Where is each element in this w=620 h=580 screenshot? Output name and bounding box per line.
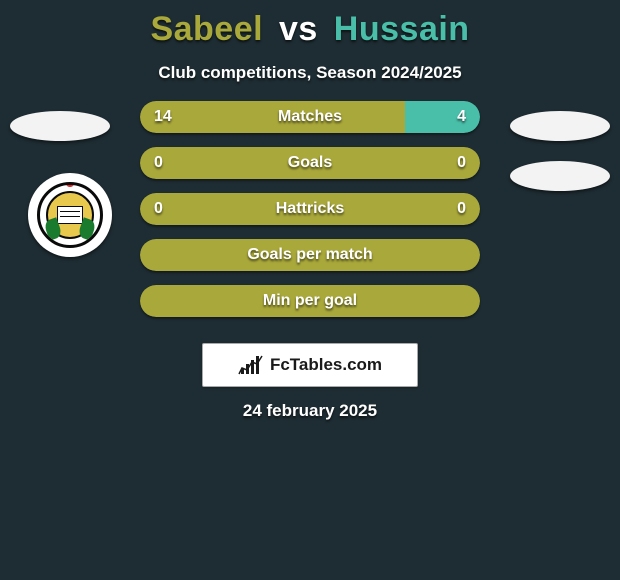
- stat-fill-left: [140, 147, 480, 179]
- right-ellipse-1: [510, 111, 610, 141]
- page-title: Sabeel vs Hussain: [0, 0, 620, 49]
- footer-date: 24 february 2025: [0, 401, 620, 421]
- stat-row: 144Matches: [140, 101, 480, 133]
- right-ellipse-2: [510, 161, 610, 191]
- vs-text: vs: [279, 10, 318, 48]
- stat-fill-left: [140, 193, 480, 225]
- stat-bars: 144Matches 00Goals 00Hattricks Goals per ma…: [140, 101, 480, 331]
- stat-fill-left: [140, 239, 480, 271]
- stat-row: 00Goals: [140, 147, 480, 179]
- stat-row: Goals per match: [140, 239, 480, 271]
- watermark-text: FcTables.com: [270, 355, 382, 375]
- club-badge: [28, 173, 112, 257]
- stat-row: 00Hattricks: [140, 193, 480, 225]
- left-ellipse-1: [10, 111, 110, 141]
- flame-icon: [65, 182, 75, 187]
- infographic-root: Sabeel vs Hussain Club competitions, Sea…: [0, 0, 620, 580]
- watermark: FcTables.com: [202, 343, 418, 387]
- player1-name: Sabeel: [150, 10, 263, 48]
- subtitle: Club competitions, Season 2024/2025: [0, 63, 620, 83]
- stat-fill-left: [140, 101, 405, 133]
- bar-chart-icon: [238, 354, 264, 376]
- stat-fill-left: [140, 285, 480, 317]
- stat-fill-right: [405, 101, 480, 133]
- club-badge-inner: [37, 182, 103, 248]
- book-icon: [57, 206, 83, 224]
- stat-row: Min per goal: [140, 285, 480, 317]
- player2-name: Hussain: [334, 10, 470, 48]
